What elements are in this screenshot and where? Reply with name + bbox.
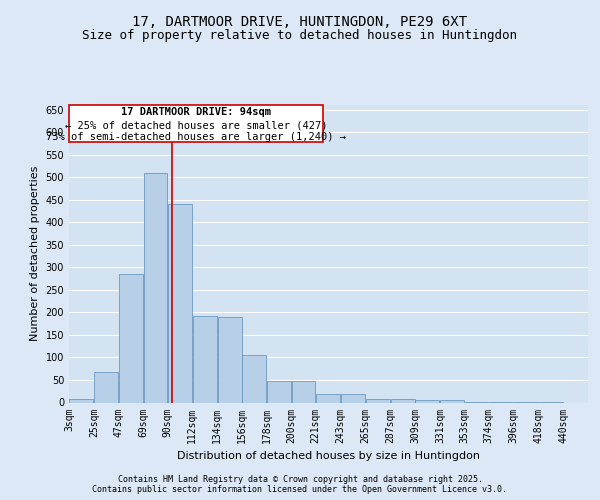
Bar xyxy=(316,394,340,402)
X-axis label: Distribution of detached houses by size in Huntingdon: Distribution of detached houses by size … xyxy=(177,451,480,461)
Text: Contains HM Land Registry data © Crown copyright and database right 2025.: Contains HM Land Registry data © Crown c… xyxy=(118,476,482,484)
Bar xyxy=(268,381,291,402)
Bar xyxy=(119,274,143,402)
Bar xyxy=(193,316,217,402)
Bar xyxy=(168,204,192,402)
Bar xyxy=(292,382,315,402)
Text: 17 DARTMOOR DRIVE: 94sqm: 17 DARTMOOR DRIVE: 94sqm xyxy=(121,108,271,118)
Bar xyxy=(440,400,464,402)
Bar xyxy=(341,394,365,402)
Text: ← 25% of detached houses are smaller (427): ← 25% of detached houses are smaller (42… xyxy=(65,120,328,130)
Bar xyxy=(218,317,242,402)
Text: 17, DARTMOOR DRIVE, HUNTINGDON, PE29 6XT: 17, DARTMOOR DRIVE, HUNTINGDON, PE29 6XT xyxy=(133,16,467,30)
Bar xyxy=(391,399,415,402)
Text: Contains public sector information licensed under the Open Government Licence v3: Contains public sector information licen… xyxy=(92,486,508,494)
Text: 73% of semi-detached houses are larger (1,240) →: 73% of semi-detached houses are larger (… xyxy=(46,132,346,141)
Bar xyxy=(366,399,389,402)
Bar xyxy=(144,172,167,402)
Text: Size of property relative to detached houses in Huntingdon: Size of property relative to detached ho… xyxy=(83,28,517,42)
Bar xyxy=(94,372,118,402)
Y-axis label: Number of detached properties: Number of detached properties xyxy=(30,166,40,342)
Bar xyxy=(415,400,439,402)
Bar xyxy=(242,354,266,403)
Bar xyxy=(70,399,94,402)
